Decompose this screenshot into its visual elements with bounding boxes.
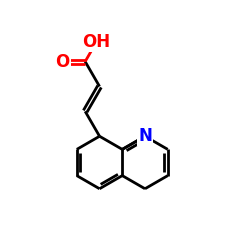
Text: O: O — [56, 52, 70, 70]
Text: N: N — [138, 127, 152, 145]
Text: OH: OH — [82, 33, 110, 51]
